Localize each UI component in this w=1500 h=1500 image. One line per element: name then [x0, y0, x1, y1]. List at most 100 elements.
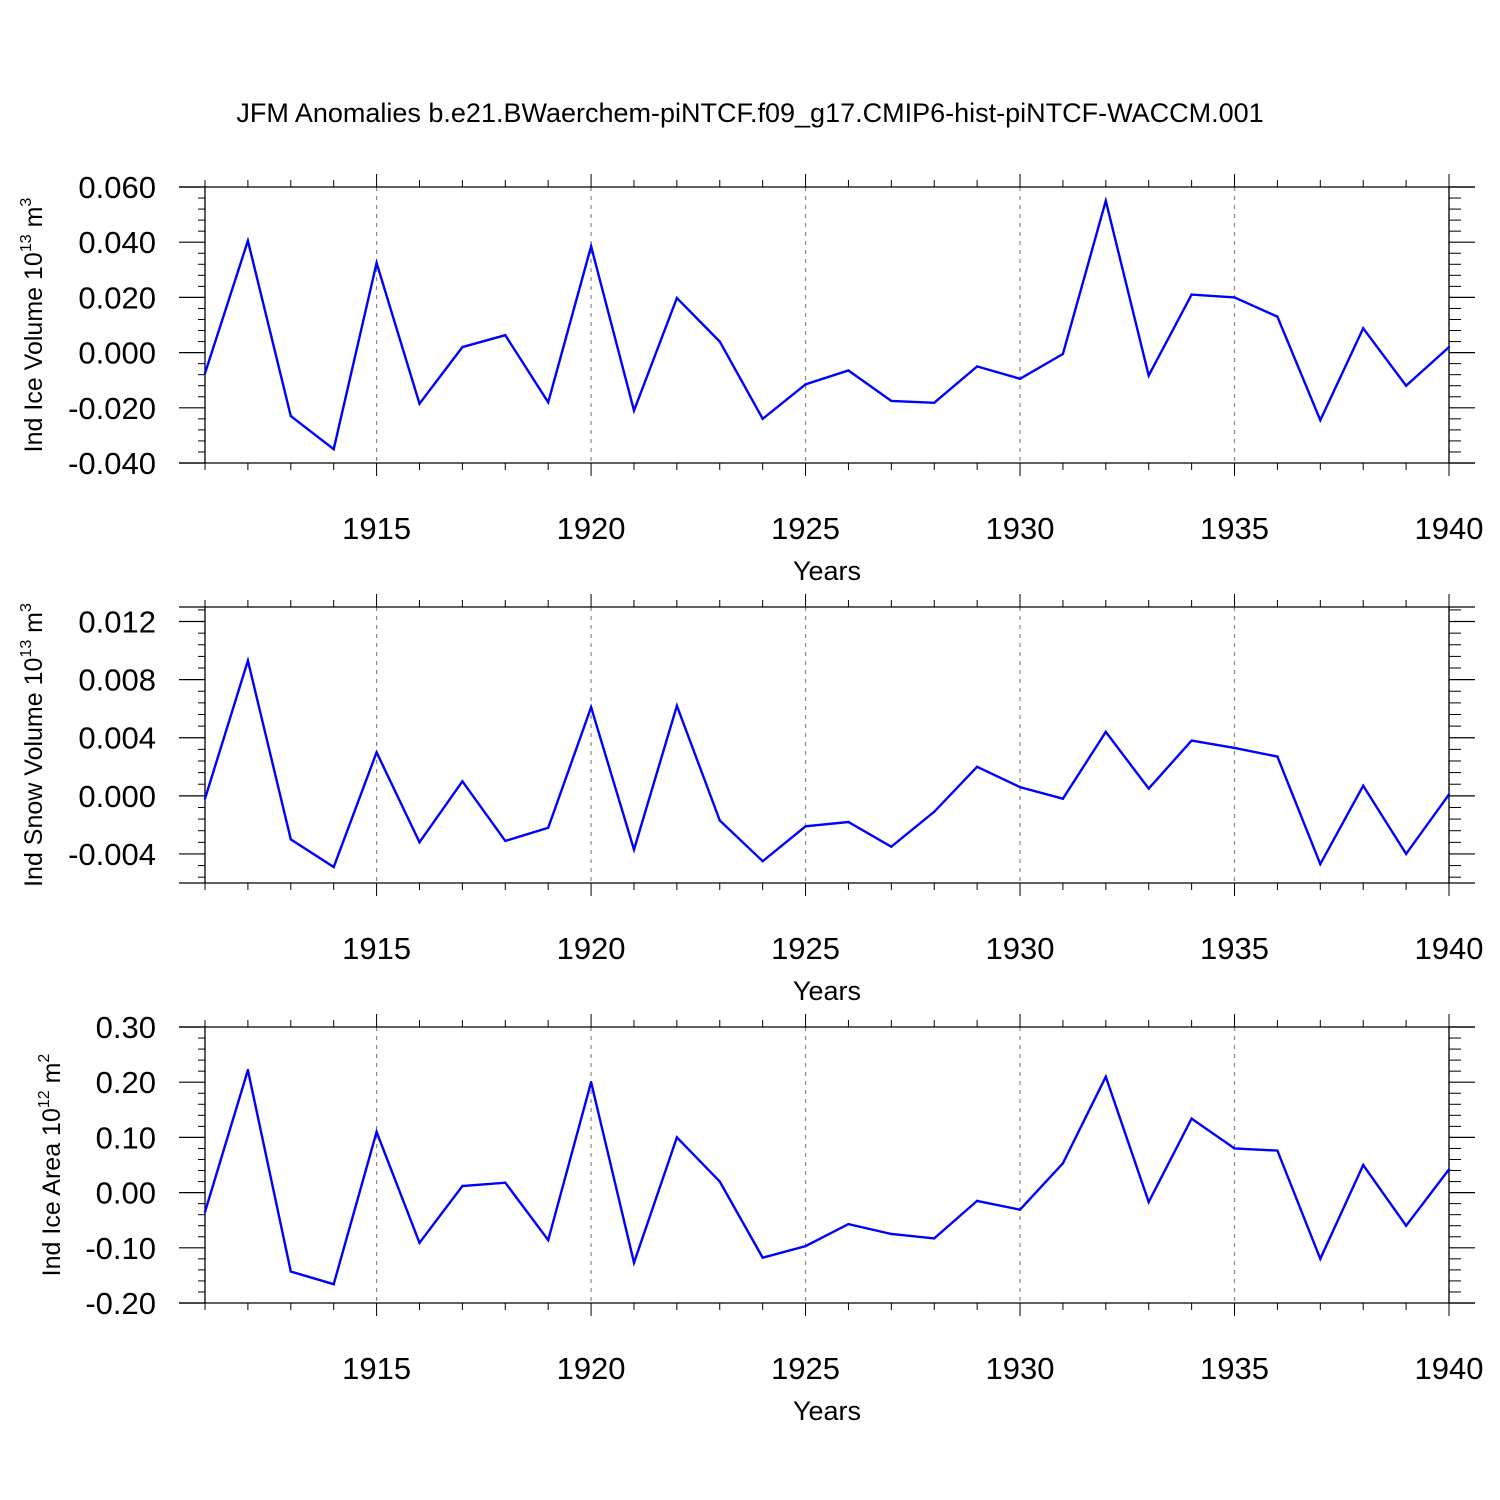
data-point	[1362, 784, 1365, 787]
data-point	[632, 409, 636, 412]
data-point	[1061, 352, 1065, 356]
y-axis-label-exponent: 13	[18, 234, 35, 252]
x-axis-label: Years	[793, 976, 861, 1006]
x-tick-label: 1925	[771, 1351, 840, 1386]
data-point	[1018, 1208, 1022, 1211]
data-point	[1362, 327, 1365, 330]
data-point	[418, 1241, 421, 1245]
data-point	[289, 838, 292, 841]
data-point	[675, 1136, 679, 1139]
data-point	[1233, 296, 1236, 299]
data-point	[761, 417, 764, 421]
y-tick-label: -0.20	[85, 1286, 156, 1321]
data-point	[1061, 797, 1065, 800]
data-point	[203, 372, 207, 375]
data-point	[246, 239, 250, 243]
data-point	[1276, 315, 1279, 318]
y-tick-label: 0.008	[78, 663, 156, 698]
data-point	[847, 820, 850, 824]
x-tick-label: 1940	[1415, 511, 1484, 546]
data-point	[1276, 1149, 1279, 1152]
x-tick-label: 1940	[1415, 931, 1484, 966]
data-point	[589, 1081, 593, 1084]
data-point	[1104, 1075, 1108, 1078]
data-point	[1147, 374, 1150, 377]
data-point	[1147, 1200, 1150, 1204]
x-tick-label: 1930	[986, 511, 1055, 546]
data-point	[804, 1244, 807, 1248]
y-tick-label: 0.30	[96, 1010, 156, 1045]
data-point	[933, 810, 936, 814]
data-point	[718, 819, 721, 822]
x-tick-label: 1915	[342, 1351, 411, 1386]
y-tick-label: 0.040	[78, 225, 156, 260]
data-point	[589, 245, 593, 248]
panel-2: -0.004 0.000 0.004 0.008 0.012 1915 1920 1925 19…	[18, 594, 1483, 1006]
data-point	[1190, 293, 1193, 296]
y-tick-label: 0.012	[78, 605, 156, 640]
data-point	[761, 1256, 764, 1259]
data-point	[1362, 1163, 1365, 1167]
data-point	[418, 402, 421, 405]
data-point	[890, 845, 893, 848]
data-point	[1447, 793, 1451, 796]
panel-1: -0.040 -0.020 0.000 0.020 0.040 0.060 1915 1920…	[18, 170, 1483, 586]
x-axis-label: Years	[793, 556, 861, 586]
data-point	[933, 401, 936, 405]
data-point	[1233, 746, 1236, 750]
data-point	[332, 448, 335, 451]
y-tick-label: -0.020	[68, 391, 156, 426]
data-point	[1447, 345, 1451, 349]
data-point	[332, 1283, 335, 1286]
data-point	[203, 797, 207, 800]
data-point	[1018, 377, 1022, 381]
y-axis-label-unit-exponent: 3	[18, 198, 35, 207]
data-point	[461, 345, 464, 349]
data-point	[375, 261, 378, 265]
x-tick-label: 1935	[1200, 1351, 1269, 1386]
y-axis-label-exponent: 13	[18, 640, 35, 658]
data-point	[1233, 1147, 1236, 1150]
data-point	[546, 1238, 550, 1242]
data-point	[1319, 419, 1322, 422]
series-line	[203, 656, 1450, 869]
data-point	[289, 1270, 292, 1273]
y-axis-label: Ind Ice Volume 1013 m3	[18, 198, 48, 453]
x-tick-label: 1930	[986, 1351, 1055, 1386]
data-point	[504, 334, 507, 337]
data-point	[1104, 199, 1108, 202]
data-point	[675, 296, 679, 300]
y-axis-label-exponent: 12	[36, 1090, 53, 1108]
panel-3: -0.20 -0.10 0.00 0.10 0.20 0.30 1915 1920 1925 19…	[36, 1010, 1483, 1426]
data-point	[1061, 1162, 1065, 1165]
data-point	[1104, 730, 1108, 734]
x-tick-label: 1925	[771, 511, 840, 546]
data-point	[1147, 787, 1150, 790]
x-tick-label: 1930	[986, 931, 1055, 966]
data-point	[847, 1222, 850, 1226]
series-line	[203, 196, 1450, 452]
data-point	[975, 365, 979, 368]
data-point	[375, 751, 378, 754]
data-point	[847, 369, 850, 372]
data-point	[289, 414, 292, 418]
x-tick-label: 1925	[771, 931, 840, 966]
x-tick-label: 1920	[557, 1351, 626, 1386]
data-point	[246, 659, 250, 662]
data-point	[632, 1261, 636, 1264]
data-point	[1190, 739, 1193, 742]
y-axis-label-unit: m	[20, 612, 48, 640]
y-tick-label: 0.060	[78, 170, 156, 205]
y-axis-label-unit: m	[38, 1063, 66, 1091]
data-point	[718, 1180, 721, 1183]
data-point	[418, 841, 421, 844]
data-point	[546, 401, 550, 404]
data-point	[632, 848, 636, 851]
data-point	[890, 1232, 893, 1236]
data-point	[718, 340, 721, 343]
data-point	[804, 383, 807, 386]
data-point	[675, 704, 679, 707]
y-axis-label-unit-exponent: 3	[18, 603, 35, 612]
y-axis-label-unit-exponent: 2	[36, 1054, 53, 1063]
